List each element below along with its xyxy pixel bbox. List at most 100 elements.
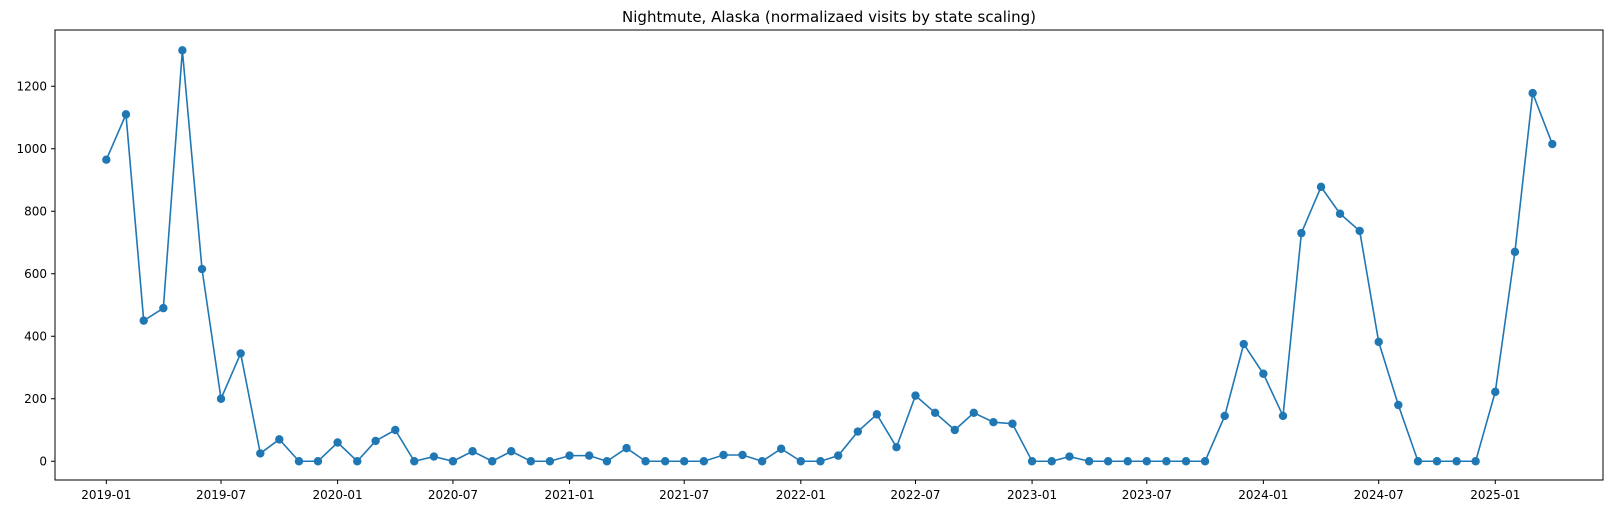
data-point [699, 457, 709, 466]
y-axis: 0 200 400 600 800 1000 1200 [16, 79, 55, 468]
data-point [1548, 139, 1557, 149]
x-tick-label: 2019-01 [81, 488, 131, 502]
x-tick-label: 2023-01 [1007, 488, 1057, 502]
y-tick-label: 600 [24, 267, 47, 281]
data-point [1065, 452, 1074, 461]
y-tick-label: 200 [24, 392, 47, 406]
data-point [1432, 457, 1442, 466]
data-point [680, 457, 689, 466]
data-point [622, 443, 631, 453]
y-tick-label: 800 [24, 204, 47, 218]
data-point [1142, 457, 1151, 466]
data-point [661, 457, 670, 466]
x-tick-label: 2020-07 [428, 488, 478, 502]
data-point [911, 391, 920, 400]
data-point [1162, 457, 1171, 466]
data-point [1008, 419, 1017, 428]
data-point [294, 457, 304, 466]
y-tick-label: 400 [24, 329, 47, 343]
data-point [930, 408, 940, 418]
data-point [738, 450, 747, 460]
data-point [757, 457, 767, 466]
data-point [1394, 400, 1403, 410]
data-point [565, 451, 574, 460]
data-point [1374, 337, 1383, 347]
x-tick-label: 2021-07 [659, 488, 709, 502]
data-point [1181, 457, 1191, 466]
data-point [545, 457, 555, 466]
x-tick-label: 2025-01 [1470, 488, 1520, 502]
data-point [892, 442, 901, 452]
data-point [102, 155, 111, 164]
data-point [641, 457, 650, 466]
data-point [796, 457, 805, 466]
x-tick-label: 2022-01 [776, 488, 826, 502]
data-point [313, 457, 323, 466]
data-point [1335, 209, 1345, 218]
data-point [833, 451, 843, 460]
data-point [159, 303, 168, 313]
data-point [236, 349, 245, 358]
data-point [1047, 457, 1056, 466]
data-point [178, 46, 187, 55]
data-point [256, 449, 265, 458]
data-point [448, 457, 458, 466]
data-point [429, 452, 439, 461]
data-point [1471, 457, 1480, 466]
x-tick-label: 2022-07 [890, 488, 940, 502]
series-line [105, 50, 1554, 463]
data-point [969, 408, 978, 418]
x-tick-label: 2021-01 [544, 488, 594, 502]
data-point [1220, 411, 1229, 421]
data-point [216, 394, 226, 403]
plot-area-frame [54, 29, 1604, 481]
data-point [121, 110, 131, 119]
data-point [853, 427, 863, 436]
data-point [1510, 247, 1520, 257]
data-point [1528, 88, 1537, 98]
data-point [719, 450, 728, 460]
data-point [1413, 457, 1423, 466]
data-point [507, 447, 516, 456]
data-point [1123, 457, 1132, 466]
data-point [950, 425, 959, 435]
x-tick-label: 2023-07 [1122, 488, 1172, 502]
data-point [468, 447, 477, 456]
y-tick-label: 0 [39, 454, 47, 468]
y-tick-label: 1000 [16, 142, 47, 156]
data-point [1200, 457, 1210, 466]
data-point [776, 444, 786, 453]
data-point [275, 435, 284, 444]
data-point [1491, 387, 1500, 397]
data-point [1278, 411, 1288, 421]
x-tick-label: 2024-07 [1354, 488, 1404, 502]
series-layer [102, 46, 1557, 466]
data-point [1259, 369, 1268, 378]
data-point [1355, 226, 1364, 236]
x-tick-label: 2019-07 [196, 488, 246, 502]
data-point [371, 436, 380, 446]
y-tick-label: 1200 [16, 79, 47, 93]
data-point [584, 451, 594, 460]
data-point [1027, 457, 1037, 466]
data-point [353, 457, 362, 466]
data-point [816, 457, 825, 466]
data-point [1103, 457, 1113, 466]
data-point [602, 457, 612, 466]
data-point [488, 457, 497, 466]
data-point [526, 457, 536, 466]
data-point [1452, 457, 1461, 466]
data-point [410, 457, 419, 466]
x-tick-label: 2020-01 [313, 488, 363, 502]
chart-title: Nightmute, Alaska (normalizaed visits by… [622, 8, 1036, 26]
data-point [391, 425, 400, 435]
data-point [197, 264, 207, 274]
x-axis: 2019-01 2019-07 2020-01 2020-07 2021-01 2021-… [81, 480, 1520, 502]
data-point [1239, 339, 1248, 349]
data-point [1316, 182, 1326, 192]
data-point [333, 438, 342, 447]
data-point [872, 410, 882, 419]
data-point [1297, 228, 1306, 238]
data-point [139, 316, 148, 325]
